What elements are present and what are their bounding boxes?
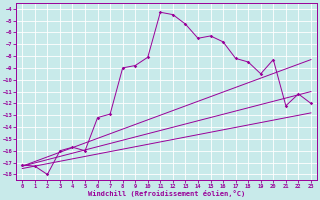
X-axis label: Windchill (Refroidissement éolien,°C): Windchill (Refroidissement éolien,°C) [88, 190, 245, 197]
